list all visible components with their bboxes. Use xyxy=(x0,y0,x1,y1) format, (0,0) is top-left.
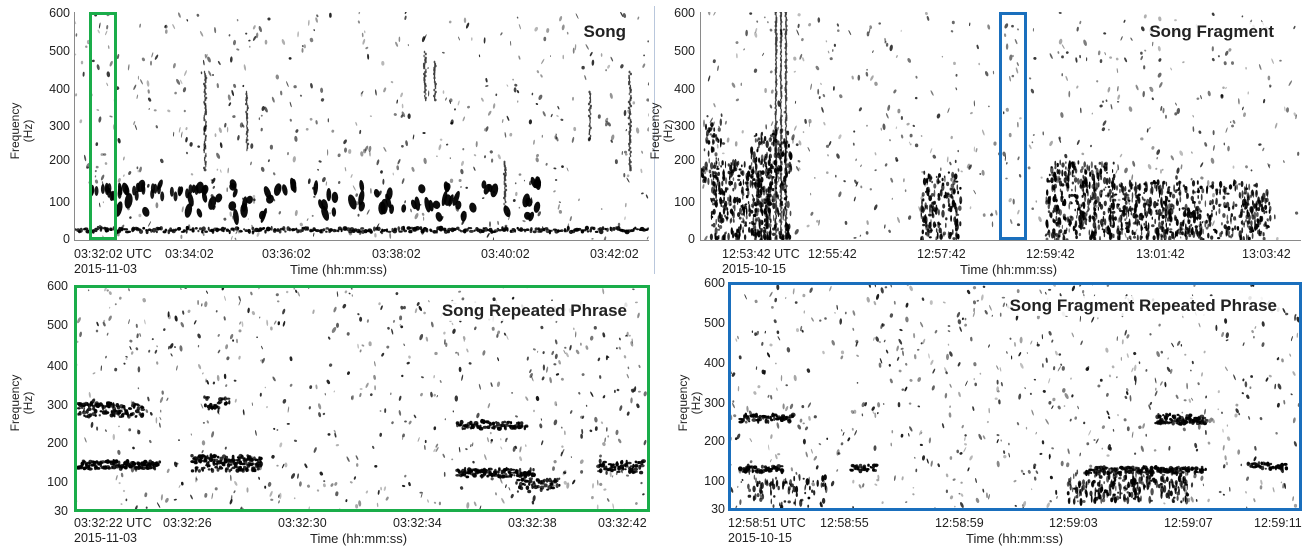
repeated-phrase-highlight[interactable] xyxy=(89,12,117,240)
spectrogram-image xyxy=(74,285,650,512)
x-tick: 03:38:02 xyxy=(372,247,421,261)
x-tick: 03:36:02 xyxy=(262,247,311,261)
date-label: 2015-11-03 xyxy=(74,531,138,545)
y-tick: 400 xyxy=(47,359,68,373)
y-tick: 0 xyxy=(688,232,695,246)
y-tick: 30 xyxy=(54,504,68,518)
x-tick: 12:59:11 xyxy=(1254,516,1302,530)
y-tick: 600 xyxy=(49,6,70,20)
x-tick: 12:58:51 UTC xyxy=(728,516,806,530)
spectrogram-song-repeated-phrase: Song Repeated Phrase xyxy=(74,285,650,512)
y-tick: 500 xyxy=(674,44,695,58)
y-tick: 400 xyxy=(49,82,70,96)
x-axis-label: Time (hh:mm:ss) xyxy=(966,531,1064,546)
y-tick: 0 xyxy=(63,232,70,246)
x-tick: 03:42:02 xyxy=(590,247,639,261)
x-tick: 12:53:42 UTC xyxy=(722,247,800,261)
y-tick: 500 xyxy=(47,318,68,332)
spectrogram-image xyxy=(701,12,1300,240)
y-tick: 100 xyxy=(47,475,68,489)
x-tick: 12:55:42 xyxy=(808,247,857,261)
panel-title: Song xyxy=(580,22,629,42)
x-tick: 03:32:38 xyxy=(508,516,557,530)
x-tick: 12:58:59 xyxy=(935,516,984,530)
x-axis-label: Time (hh:mm:ss) xyxy=(310,531,408,546)
x-tick: 12:59:07 xyxy=(1164,516,1213,530)
y-tick: 200 xyxy=(704,434,725,448)
x-tick: 03:32:02 UTC xyxy=(74,247,152,261)
y-tick: 30 xyxy=(711,502,725,516)
y-tick: 600 xyxy=(47,279,68,293)
y-tick: 600 xyxy=(674,6,695,20)
y-tick: 300 xyxy=(47,398,68,412)
y-tick: 300 xyxy=(674,119,695,133)
y-tick: 200 xyxy=(674,153,695,167)
date-label: 2015-11-03 xyxy=(74,262,138,276)
x-tick: 03:32:42 xyxy=(598,516,647,530)
y-axis-label: Frequency (Hz) xyxy=(8,374,35,432)
spectrogram-song-fragment-repeated-phrase: Song Fragment Repeated Phrase xyxy=(728,282,1302,511)
x-tick: 12:59:42 xyxy=(1026,247,1075,261)
y-tick: 500 xyxy=(704,316,725,330)
x-tick: 03:32:34 xyxy=(393,516,442,530)
spectrogram-song: Song xyxy=(74,12,649,241)
y-axis-label: Frequency (Hz) xyxy=(8,102,35,160)
date-label: 2015-10-15 xyxy=(728,531,792,545)
panel-title: Song Fragment Repeated Phrase xyxy=(1006,296,1280,316)
x-tick: 03:32:26 xyxy=(163,516,212,530)
y-tick: 100 xyxy=(49,195,70,209)
divider xyxy=(654,6,655,274)
y-tick: 300 xyxy=(704,396,725,410)
x-tick: 03:32:22 UTC xyxy=(74,516,152,530)
y-tick: 200 xyxy=(47,436,68,450)
y-tick: 600 xyxy=(704,276,725,290)
y-tick: 200 xyxy=(49,153,70,167)
x-tick: 13:01:42 xyxy=(1136,247,1185,261)
x-tick: 03:34:02 xyxy=(165,247,214,261)
panel-title: Song Fragment xyxy=(1146,22,1277,42)
date-label: 2015-10-15 xyxy=(722,262,786,276)
y-tick: 100 xyxy=(704,474,725,488)
y-tick: 400 xyxy=(704,356,725,370)
x-tick: 03:40:02 xyxy=(481,247,530,261)
spectrogram-song-fragment: Song Fragment xyxy=(700,12,1301,241)
y-tick: 400 xyxy=(674,82,695,96)
y-tick: 100 xyxy=(674,195,695,209)
x-axis-label: Time (hh:mm:ss) xyxy=(960,262,1058,277)
spectrogram-image xyxy=(75,12,649,240)
repeated-phrase-highlight[interactable] xyxy=(999,12,1027,240)
x-axis-label: Time (hh:mm:ss) xyxy=(290,262,388,277)
y-tick: 300 xyxy=(49,119,70,133)
spectrogram-image xyxy=(728,282,1302,511)
x-tick: 12:59:03 xyxy=(1049,516,1098,530)
x-tick: 03:32:30 xyxy=(278,516,327,530)
x-tick: 12:57:42 xyxy=(917,247,966,261)
x-tick: 12:58:55 xyxy=(820,516,869,530)
panel-title: Song Repeated Phrase xyxy=(438,301,630,321)
x-tick: 13:03:42 xyxy=(1242,247,1291,261)
y-tick: 500 xyxy=(49,44,70,58)
